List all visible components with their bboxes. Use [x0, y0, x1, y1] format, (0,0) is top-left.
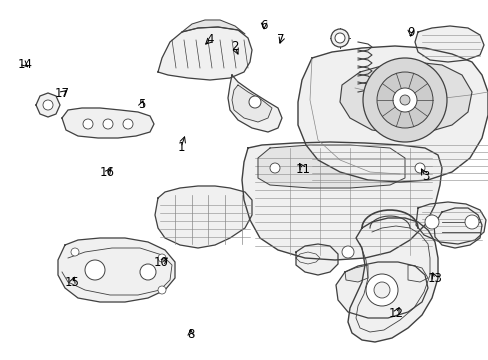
Polygon shape: [415, 202, 485, 244]
Polygon shape: [339, 62, 471, 134]
Polygon shape: [155, 186, 251, 248]
Circle shape: [43, 100, 53, 110]
Text: 2: 2: [230, 40, 238, 53]
Circle shape: [71, 248, 79, 256]
Polygon shape: [36, 93, 60, 117]
Circle shape: [123, 119, 133, 129]
Text: 4: 4: [206, 33, 214, 46]
Text: 12: 12: [388, 307, 403, 320]
Polygon shape: [62, 108, 154, 138]
Text: 16: 16: [100, 166, 115, 179]
Text: 10: 10: [154, 256, 168, 269]
Circle shape: [392, 88, 416, 112]
Circle shape: [158, 254, 165, 262]
Polygon shape: [58, 238, 175, 302]
Circle shape: [365, 274, 397, 306]
Circle shape: [248, 96, 261, 108]
Text: 1: 1: [177, 141, 184, 154]
Polygon shape: [231, 85, 271, 122]
Polygon shape: [258, 145, 404, 188]
Polygon shape: [335, 262, 427, 318]
Polygon shape: [242, 142, 441, 260]
Text: 6: 6: [260, 19, 267, 32]
Text: 17: 17: [55, 87, 70, 100]
Text: 5: 5: [138, 98, 145, 111]
Polygon shape: [414, 26, 483, 62]
Polygon shape: [347, 218, 437, 342]
Circle shape: [399, 95, 409, 105]
Circle shape: [85, 260, 105, 280]
Polygon shape: [345, 265, 367, 282]
Circle shape: [330, 29, 348, 47]
Polygon shape: [297, 46, 487, 182]
Circle shape: [140, 264, 156, 280]
Text: 13: 13: [427, 273, 442, 285]
Circle shape: [414, 163, 424, 173]
Text: 8: 8: [186, 328, 194, 341]
Circle shape: [269, 163, 280, 173]
Text: 15: 15: [65, 276, 80, 289]
Circle shape: [103, 119, 113, 129]
Text: 14: 14: [18, 58, 33, 71]
Circle shape: [424, 215, 438, 229]
Text: 7: 7: [277, 33, 285, 46]
Text: 9: 9: [406, 26, 414, 39]
Circle shape: [464, 215, 478, 229]
Polygon shape: [182, 20, 244, 34]
Circle shape: [334, 33, 345, 43]
Text: 11: 11: [295, 163, 310, 176]
Circle shape: [83, 119, 93, 129]
Circle shape: [373, 282, 389, 298]
Text: 3: 3: [421, 170, 428, 183]
Circle shape: [158, 286, 165, 294]
Polygon shape: [433, 208, 481, 248]
Circle shape: [376, 72, 432, 128]
Polygon shape: [158, 27, 251, 80]
Polygon shape: [407, 265, 427, 282]
Circle shape: [362, 58, 446, 142]
Polygon shape: [295, 244, 337, 275]
Circle shape: [341, 246, 353, 258]
Polygon shape: [227, 75, 282, 132]
